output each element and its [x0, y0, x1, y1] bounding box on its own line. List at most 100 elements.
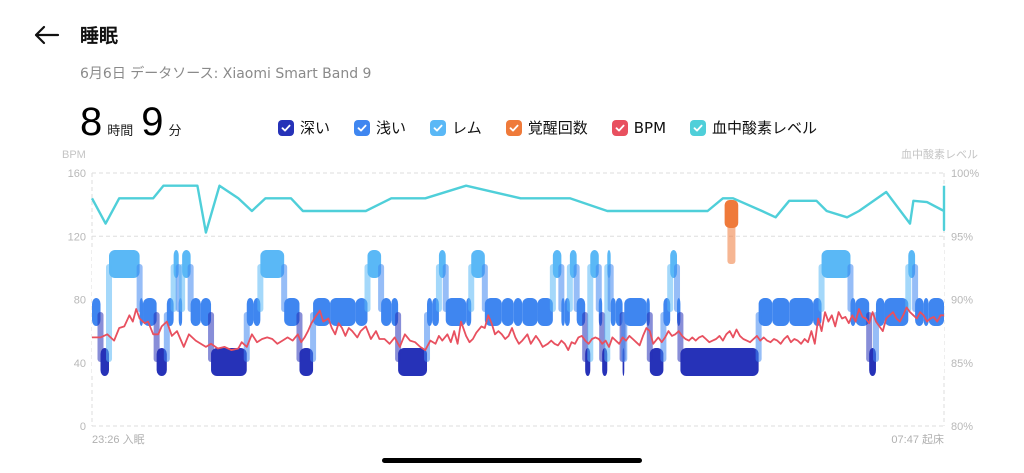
- stage-transition: [667, 264, 674, 312]
- stage-segment-deep: [398, 348, 428, 376]
- legend-label: BPM: [633, 118, 667, 137]
- stage-segment-light: [445, 298, 467, 326]
- stage-transition: [243, 312, 250, 362]
- checkbox-checked-icon: [430, 119, 447, 136]
- stage-transition: [481, 264, 488, 312]
- left-axis-label: BPM: [62, 149, 86, 161]
- right-tick-label: 80%: [951, 421, 973, 433]
- bpm-line: [92, 306, 944, 352]
- checkbox-checked-icon: [690, 119, 707, 136]
- stage-transition: [866, 312, 873, 362]
- stage-segment-rem: [367, 250, 382, 278]
- stage-segment-light: [501, 298, 514, 326]
- stage-transition: [163, 312, 170, 362]
- stage-transition: [905, 264, 912, 312]
- stage-segment-deep: [299, 348, 314, 376]
- left-tick-label: 0: [80, 421, 86, 433]
- stage-transition: [912, 264, 919, 312]
- stage-transition: [442, 264, 449, 312]
- legend-label: 深い: [300, 119, 331, 137]
- stage-transition: [660, 312, 667, 362]
- stage-segment-light: [624, 298, 647, 326]
- stage-transition: [435, 264, 442, 312]
- stage-transition: [378, 264, 385, 312]
- duration-minutes-unit: 分: [168, 124, 182, 139]
- stage-segment-light: [143, 298, 157, 326]
- legend-label: 血中酸素レベル: [712, 119, 818, 137]
- stage-transition: [281, 264, 288, 312]
- legend-toggle-spo2[interactable]: 血中酸素レベル: [690, 117, 817, 138]
- stage-segment-light: [330, 298, 356, 326]
- stage-transition: [153, 312, 160, 362]
- duration-hours-unit: 時間: [107, 124, 134, 139]
- sleep-chart: 160 120 80 40 0 100% 95% 90% 85% 80% BPM 血中酸素レベル 23:…: [62, 147, 979, 446]
- left-tick-label: 120: [68, 231, 86, 243]
- page-title: 睡眠: [80, 25, 119, 47]
- stage-segment-deep: [649, 348, 664, 376]
- stage-segment-light: [522, 298, 538, 326]
- stage-transition: [674, 264, 681, 312]
- duration-hours: 8: [80, 100, 103, 144]
- stage-segment-light: [513, 298, 523, 326]
- right-axis-label: 血中酸素レベル: [901, 147, 978, 161]
- back-button[interactable]: [30, 18, 64, 52]
- page-subtitle: 6月6日 データソース: Xiaomi Smart Band 9: [80, 66, 372, 82]
- checkbox-checked-icon: [354, 119, 371, 136]
- stage-segment-light: [537, 298, 553, 326]
- stage-transition: [621, 312, 628, 362]
- stage-transition: [587, 264, 594, 362]
- stage-transition: [558, 264, 565, 312]
- stage-segment-deep: [680, 348, 759, 376]
- legend-toggle-light[interactable]: 浅い: [354, 117, 406, 138]
- stage-transition: [599, 312, 606, 362]
- stage-transition: [573, 264, 580, 312]
- checkbox-checked-icon: [278, 119, 294, 136]
- legend-toggle-rem[interactable]: レム: [430, 117, 482, 138]
- legend-label: 覚醒回数: [527, 119, 588, 137]
- checkbox-checked-icon: [611, 119, 628, 136]
- stage-transition: [468, 264, 475, 312]
- stage-transition: [818, 264, 825, 312]
- legend-label: レム: [452, 119, 482, 137]
- stage-transition: [582, 312, 589, 362]
- stage-transition: [566, 264, 573, 312]
- left-tick-label: 80: [74, 295, 86, 307]
- right-tick-label: 100%: [951, 168, 979, 180]
- stage-segment-light: [284, 298, 300, 326]
- stage-segment-rem: [471, 250, 485, 278]
- sleep-duration: 8 時間 9 分: [80, 100, 190, 145]
- duration-minutes: 9: [141, 100, 164, 144]
- legend-toggle-deep[interactable]: 深い: [278, 117, 330, 138]
- left-tick-label: 160: [68, 168, 86, 180]
- stage-segment-light: [789, 298, 814, 326]
- stage-transition: [187, 264, 194, 312]
- stage-transition: [106, 264, 113, 362]
- stage-segment-light: [772, 298, 790, 326]
- home-indicator: [382, 458, 642, 463]
- stage-transition: [364, 264, 371, 312]
- stage-segment-light: [313, 298, 331, 326]
- stage-transition: [424, 312, 431, 362]
- stage-transition: [136, 264, 143, 312]
- stage-segment-light: [758, 298, 773, 326]
- stage-segment-light: [928, 298, 944, 326]
- stage-transition: [727, 214, 736, 264]
- right-tick-label: 90%: [951, 295, 973, 307]
- legend-label: 浅い: [376, 119, 407, 137]
- legend-toggle-awake[interactable]: 覚醒回数: [505, 117, 588, 138]
- right-tick-label: 85%: [951, 358, 973, 370]
- stage-transition: [549, 264, 556, 312]
- stage-transition: [257, 264, 264, 312]
- stage-segment-rem: [260, 250, 285, 278]
- legend-toggle-bpm[interactable]: BPM: [611, 118, 667, 137]
- stage-transition: [847, 264, 854, 312]
- stage-transition: [170, 264, 177, 312]
- left-tick-label: 40: [74, 358, 86, 370]
- stage-transition: [179, 264, 186, 312]
- stage-transition: [607, 264, 614, 312]
- stage-segment-rem: [109, 250, 140, 278]
- right-tick-label: 95%: [951, 231, 973, 243]
- spo2-line: [90, 184, 946, 234]
- stage-transition: [677, 312, 684, 362]
- stage-segment-light: [884, 298, 909, 326]
